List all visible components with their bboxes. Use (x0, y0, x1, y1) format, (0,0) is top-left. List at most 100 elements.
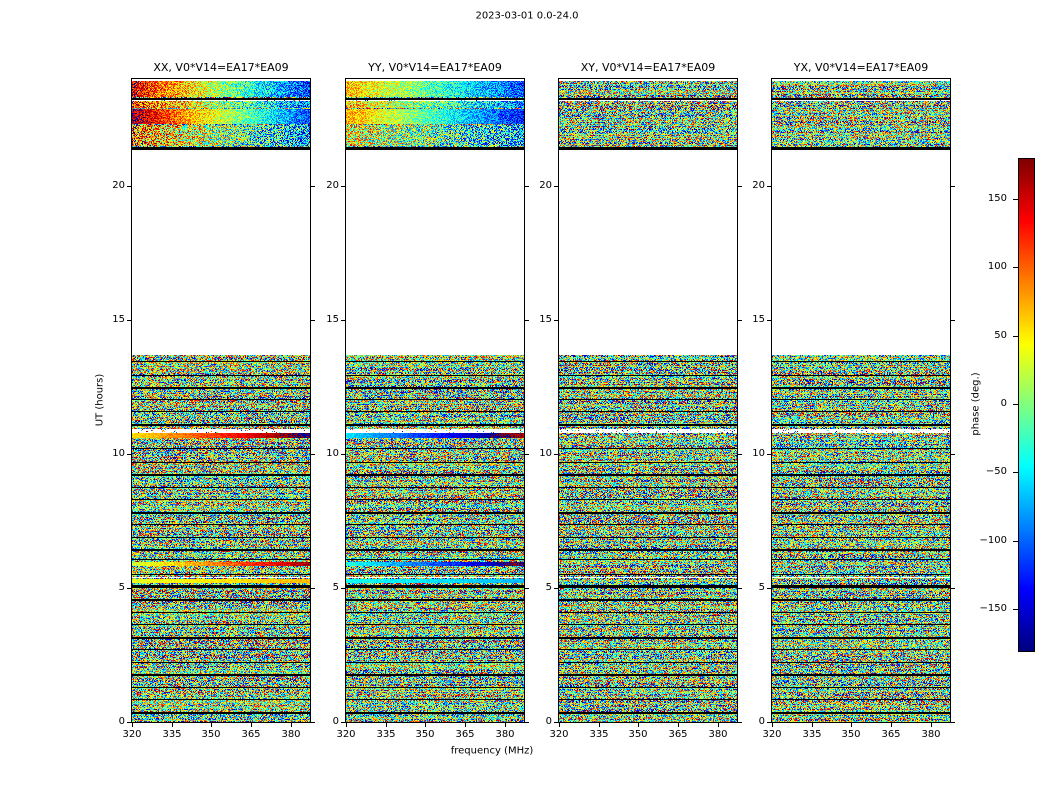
colorbar-canvas (1019, 159, 1034, 651)
x-tick-label: 320 (336, 729, 356, 740)
colorbar (1018, 158, 1035, 652)
x-tick-mark (891, 723, 892, 727)
x-tick-mark (425, 723, 426, 727)
x-tick-mark (851, 723, 852, 727)
x-tick-mark (132, 723, 133, 727)
x-tick-mark (678, 723, 679, 727)
y-tick-mark-right (525, 722, 529, 723)
colorbar-tick-mark (1013, 609, 1018, 610)
x-tick-mark (251, 723, 252, 727)
y-tick-label: 20 (112, 180, 125, 191)
colorbar-tick-label: −50 (985, 466, 1007, 477)
y-tick-mark (767, 588, 771, 589)
colorbar-tick-mark (1013, 267, 1018, 268)
y-tick-label: 5 (332, 582, 339, 593)
y-tick-mark (554, 454, 558, 455)
y-tick-mark-right (738, 722, 742, 723)
y-tick-mark (767, 186, 771, 187)
colorbar-tick-label: −100 (979, 535, 1007, 546)
colorbar-tick-label: 150 (987, 193, 1007, 204)
x-axis-label: frequency (MHz) (450, 745, 534, 757)
y-tick-mark (554, 588, 558, 589)
colorbar-tick-mark (1013, 541, 1018, 542)
y-tick-mark-right (311, 320, 315, 321)
y-tick-mark-right (311, 454, 315, 455)
colorbar-tick-label: −150 (979, 603, 1007, 614)
y-tick-mark (341, 722, 345, 723)
y-tick-mark-right (738, 588, 742, 589)
y-tick-mark-right (738, 454, 742, 455)
x-tick-label: 365 (241, 729, 261, 740)
colorbar-tick-mark (1013, 336, 1018, 337)
x-tick-mark (291, 723, 292, 727)
x-tick-mark (931, 723, 932, 727)
x-tick-mark (638, 723, 639, 727)
y-tick-label: 15 (326, 314, 339, 325)
y-tick-label: 0 (545, 716, 552, 727)
y-tick-label: 0 (118, 716, 125, 727)
x-tick-label: 350 (415, 729, 435, 740)
y-tick-mark (341, 454, 345, 455)
colorbar-tick-mark (1013, 404, 1018, 405)
y-tick-mark-right (951, 588, 955, 589)
x-tick-label: 380 (708, 729, 728, 740)
x-tick-mark (599, 723, 600, 727)
y-tick-label: 10 (539, 448, 552, 459)
y-tick-label: 5 (545, 582, 552, 593)
x-tick-label: 335 (162, 729, 182, 740)
heatmap-canvas-yx (771, 78, 951, 723)
y-tick-label: 15 (539, 314, 552, 325)
colorbar-tick-label: 0 (1000, 398, 1007, 409)
y-tick-mark-right (311, 588, 315, 589)
y-tick-mark-right (525, 454, 529, 455)
x-tick-label: 365 (668, 729, 688, 740)
y-tick-mark (767, 454, 771, 455)
y-tick-label: 20 (752, 180, 765, 191)
y-tick-mark (767, 320, 771, 321)
x-tick-label: 365 (455, 729, 475, 740)
y-tick-mark (767, 722, 771, 723)
x-tick-label: 380 (921, 729, 941, 740)
y-tick-mark (341, 588, 345, 589)
x-tick-label: 320 (122, 729, 142, 740)
y-tick-mark (127, 588, 131, 589)
y-tick-mark-right (311, 722, 315, 723)
panel-yy: YY, V0*V14=EA17*EA09 (345, 61, 525, 723)
panel-title-yx: YX, V0*V14=EA17*EA09 (793, 61, 929, 74)
heatmap-canvas-xx (131, 78, 311, 723)
y-tick-mark-right (738, 186, 742, 187)
x-tick-label: 380 (495, 729, 515, 740)
y-tick-mark-right (311, 186, 315, 187)
x-tick-label: 335 (589, 729, 609, 740)
colorbar-tick-mark (1013, 199, 1018, 200)
y-tick-mark-right (951, 722, 955, 723)
y-tick-label: 15 (752, 314, 765, 325)
heatmap-canvas-yy (345, 78, 525, 723)
colorbar-tick-label: 50 (994, 330, 1007, 341)
y-tick-mark (127, 722, 131, 723)
y-tick-mark (127, 320, 131, 321)
colorbar-tick-mark (1013, 472, 1018, 473)
x-tick-label: 320 (762, 729, 782, 740)
x-tick-mark (812, 723, 813, 727)
x-tick-mark (346, 723, 347, 727)
y-tick-mark (127, 186, 131, 187)
heatmap-canvas-xy (558, 78, 738, 723)
x-tick-mark (386, 723, 387, 727)
x-tick-label: 350 (841, 729, 861, 740)
y-tick-label: 10 (326, 448, 339, 459)
y-tick-label: 0 (332, 716, 339, 727)
y-tick-mark-right (951, 186, 955, 187)
x-tick-mark (172, 723, 173, 727)
figure-title: 2023-03-01 0.0-24.0 (475, 10, 579, 22)
y-tick-label: 20 (326, 180, 339, 191)
x-tick-mark (559, 723, 560, 727)
x-tick-label: 350 (628, 729, 648, 740)
x-tick-label: 335 (802, 729, 822, 740)
y-tick-label: 5 (758, 582, 765, 593)
x-tick-mark (505, 723, 506, 727)
y-tick-mark-right (951, 454, 955, 455)
y-tick-mark (341, 320, 345, 321)
y-tick-mark (554, 186, 558, 187)
y-tick-mark-right (525, 320, 529, 321)
